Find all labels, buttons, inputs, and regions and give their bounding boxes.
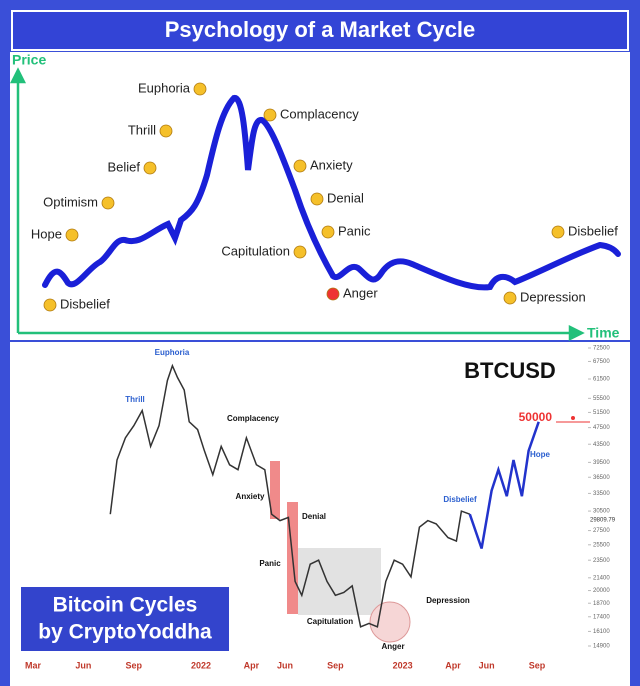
annotation: Denial (302, 512, 326, 521)
annotation: Complacency (227, 414, 280, 423)
y-tick-label: 21400 (593, 575, 610, 581)
y-tick-label: 72500 (593, 346, 610, 352)
stage-label: Anxiety (310, 157, 353, 172)
axes (9, 67, 585, 342)
stage-label: Panic (338, 223, 371, 238)
x-tick-label: Apr (244, 660, 260, 670)
y-tick-label: 67500 (593, 359, 610, 365)
y-tick-label: 61500 (593, 377, 610, 383)
x-tick-label: 2023 (393, 660, 413, 670)
y-tick-label: 55500 (593, 396, 610, 402)
stage-label: Denial (327, 190, 364, 205)
y-tick-label: 51500 (593, 410, 610, 416)
cycle-curve (42, 95, 621, 291)
y-tick-label: 43500 (593, 442, 610, 448)
x-tick-label: 2022 (191, 660, 211, 670)
y-tick-label: 14900 (593, 644, 610, 650)
y-tick-label: 23500 (593, 558, 610, 564)
emoji-icon (310, 192, 324, 206)
annotation: Anger (381, 642, 404, 651)
title: Psychology of a Market Cycle (165, 17, 476, 42)
emoji-icon (159, 124, 173, 138)
stage-label: Euphoria (138, 80, 191, 95)
stage-label: Disbelief (60, 296, 110, 311)
emoji-icon (43, 298, 57, 312)
badge (19, 585, 231, 653)
capitulation-zone (298, 548, 381, 615)
projection-line (468, 421, 540, 549)
y-tick-label: 16100 (593, 629, 610, 635)
annotation: Thrill (125, 395, 145, 404)
x-tick-label: Sep (529, 660, 546, 670)
annotation: Euphoria (155, 348, 190, 357)
y-tick-label: 18700 (593, 601, 610, 607)
symbol: BTCUSD (464, 358, 556, 383)
target-label: 50000 (519, 410, 553, 424)
x-tick-label: Apr (445, 660, 461, 670)
y-tick-label: 27500 (593, 528, 610, 534)
badge-line: by CryptoYoddha (38, 621, 212, 644)
x-tick-label: Jun (277, 660, 293, 670)
stage-label: Depression (520, 289, 586, 304)
y-tick-label: 17400 (593, 614, 610, 620)
emoji-icon (321, 225, 335, 239)
annotation: Disbelief (443, 495, 477, 504)
x-tick-label: Jun (75, 660, 91, 670)
stage-label: Disbelief (568, 223, 618, 238)
stage-label: Hope (31, 226, 62, 241)
emoji-icon (293, 245, 307, 259)
emoji-icon (65, 228, 79, 242)
y-tick-label: 33500 (593, 491, 610, 497)
x-tick-label: Sep (327, 660, 344, 670)
y-tick-label: 20000 (593, 588, 610, 594)
x-tick-label: Jun (479, 660, 495, 670)
target-marker (571, 415, 575, 420)
x-tick-label: Mar (25, 660, 42, 670)
stage-label: Belief (107, 159, 140, 174)
x-axis-label: Time (587, 325, 620, 341)
panic-zone (270, 461, 280, 519)
stage-label: Capitulation (221, 243, 290, 258)
emoji-icon (551, 225, 565, 239)
y-tick-label: 30500 (593, 509, 610, 515)
annotation: Capitulation (307, 617, 353, 626)
emoji-icon (293, 159, 307, 173)
y-axis-label: Price (12, 52, 46, 68)
y-tick-label: 39500 (593, 460, 610, 466)
last-price: 29809.79 (590, 518, 616, 524)
y-tick-label: 25500 (593, 542, 610, 548)
stage-label: Complacency (280, 106, 359, 121)
stage-label: Anger (343, 285, 378, 300)
price-line (109, 363, 471, 628)
x-tick-label: Sep (126, 660, 143, 670)
title-bar (11, 10, 629, 51)
annotation: Hope (530, 450, 551, 459)
annotation: Anxiety (236, 492, 265, 501)
y-tick-label: 47500 (593, 425, 610, 431)
annotation: Panic (259, 559, 281, 568)
emoji-icon (101, 196, 115, 210)
anger-zone (369, 601, 411, 643)
y-tick-label: 36500 (593, 475, 610, 481)
emoji-icon (193, 82, 207, 96)
emoji-icon (143, 161, 157, 175)
emoji-icon (263, 108, 277, 122)
emoji-icon (326, 287, 340, 301)
stage-label: Optimism (43, 194, 98, 209)
annotation: Depression (426, 596, 470, 605)
emoji-icon (503, 291, 517, 305)
badge-line: Bitcoin Cycles (53, 594, 198, 617)
stage-label: Thrill (128, 122, 156, 137)
